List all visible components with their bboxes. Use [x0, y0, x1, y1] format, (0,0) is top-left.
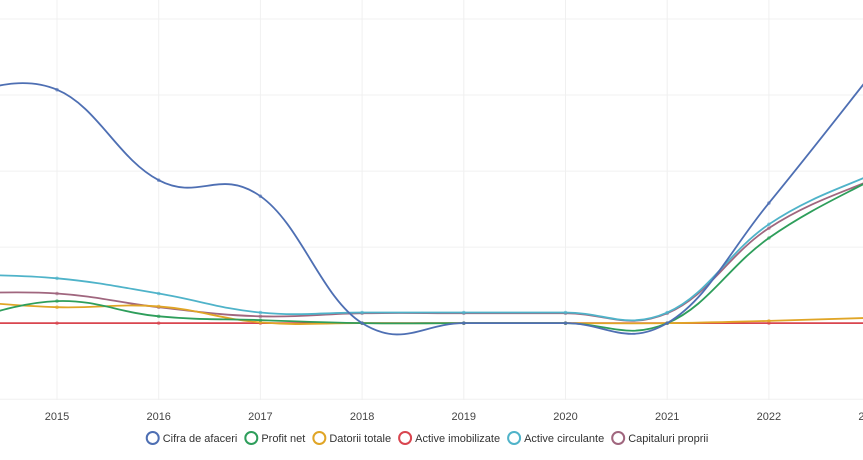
legend-marker: [398, 431, 413, 445]
legend-item[interactable]: Cifra de afaceri: [145, 431, 238, 445]
data-point: [665, 310, 669, 315]
data-point: [55, 87, 59, 92]
data-point: [767, 222, 771, 227]
data-point: [563, 310, 568, 315]
legend-label: Datorii totale: [329, 433, 391, 445]
legend-label: Active circulante: [524, 433, 604, 445]
data-point: [156, 291, 161, 296]
data-point: [767, 236, 771, 240]
data-point: [767, 319, 771, 323]
data-point: [462, 321, 466, 325]
series-line: [0, 82, 863, 336]
x-tick-label: 2022: [757, 411, 781, 423]
x-tick-label: 2015: [45, 411, 69, 423]
x-tick-label: 2016: [146, 411, 170, 423]
data-point: [55, 291, 59, 296]
data-point: [665, 321, 669, 325]
x-tick-label: 2019: [452, 411, 476, 423]
legend-marker: [312, 431, 327, 445]
data-point: [55, 305, 59, 309]
data-point: [258, 318, 263, 322]
data-point: [156, 321, 161, 325]
legend-item[interactable]: Datorii totale: [312, 431, 391, 445]
legend-item[interactable]: Active imobilizate: [398, 431, 500, 445]
legend-label: Capitaluri proprii: [628, 433, 708, 445]
legend-label: Cifra de afaceri: [163, 433, 238, 445]
data-point: [55, 299, 59, 303]
legend-marker: [611, 431, 626, 445]
legend-marker: [145, 431, 160, 445]
data-point: [767, 226, 771, 230]
x-tick-label: 2023: [858, 411, 863, 423]
data-point: [258, 310, 263, 315]
x-tick-label: 2017: [248, 411, 272, 423]
legend-marker: [507, 431, 522, 445]
data-point: [767, 201, 771, 205]
x-tick-label: 2021: [655, 411, 679, 423]
data-point: [360, 310, 364, 315]
legend-item[interactable]: Active circulante: [507, 431, 604, 445]
grid: 2015 2016 2017 2018 2019 2020 2021 2022 2023: [0, 0, 863, 423]
data-point: [462, 310, 466, 315]
data-point: [156, 304, 161, 309]
legend: Cifra de afaceri Profit net Datorii totale…: [145, 431, 708, 445]
data-point: [360, 321, 364, 325]
x-tick-label: 2018: [350, 411, 374, 423]
data-point: [258, 314, 263, 319]
legend-marker: [244, 431, 259, 445]
legend-label: Active imobilizate: [415, 433, 500, 445]
legend-label: Profit net: [261, 433, 305, 445]
x-tick-label: 2020: [553, 411, 577, 423]
data-point: [55, 276, 59, 281]
data-point: [563, 321, 568, 325]
data-point: [156, 314, 161, 319]
data-point: [55, 321, 59, 325]
legend-item[interactable]: Profit net: [244, 431, 305, 445]
series-line: [0, 183, 863, 332]
data-point: [156, 178, 161, 183]
legend-item[interactable]: Capitaluri proprii: [611, 431, 708, 445]
plot: [0, 82, 863, 336]
data-point: [258, 194, 263, 198]
